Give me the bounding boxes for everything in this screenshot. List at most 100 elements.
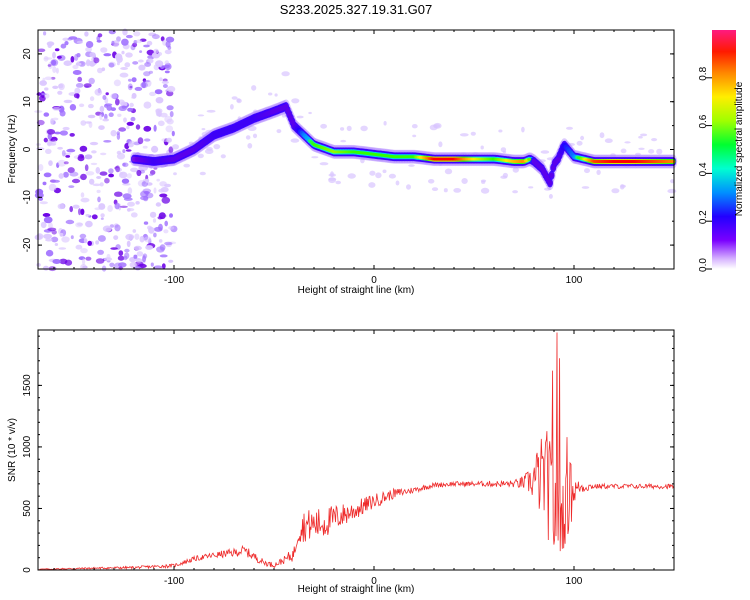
noise-speck	[521, 126, 525, 133]
noise-speck	[163, 64, 170, 69]
noise-speck	[95, 167, 101, 174]
noise-speck	[52, 51, 56, 59]
noise-speck	[670, 179, 675, 184]
noise-speck	[135, 124, 141, 130]
noise-speck	[51, 179, 60, 183]
noise-speck	[42, 213, 51, 217]
noise-speck	[624, 141, 631, 144]
noise-speck	[158, 239, 163, 243]
noise-speck	[153, 124, 157, 132]
noise-speck	[46, 129, 56, 135]
noise-speck	[97, 249, 104, 255]
noise-speck	[188, 141, 194, 145]
noise-speck	[168, 226, 175, 230]
noise-speck	[76, 40, 83, 44]
noise-speck	[72, 64, 79, 70]
noise-speck	[383, 121, 387, 126]
noise-speck	[276, 129, 282, 134]
noise-speck	[44, 87, 49, 91]
noise-speck	[97, 67, 103, 74]
noise-speck	[85, 47, 92, 52]
noise-speck	[108, 112, 114, 117]
noise-speck	[134, 86, 143, 91]
noise-speck	[127, 201, 135, 207]
noise-speck	[37, 48, 46, 53]
noise-speck	[79, 103, 85, 108]
noise-speck	[103, 140, 112, 143]
noise-speck	[429, 124, 438, 131]
ridge-peak	[527, 157, 532, 161]
noise-speck	[74, 53, 79, 61]
noise-speck	[92, 183, 101, 187]
noise-speck	[548, 194, 553, 199]
noise-speck	[120, 101, 128, 107]
noise-speck	[108, 173, 114, 178]
noise-speck	[173, 172, 177, 176]
noise-speck	[296, 115, 304, 119]
noise-speck	[103, 53, 112, 57]
noise-speck	[89, 141, 99, 146]
noise-speck	[127, 78, 132, 82]
noise-speck	[125, 34, 133, 39]
noise-speck	[50, 59, 59, 67]
noise-speck	[110, 130, 117, 137]
noise-speck	[635, 152, 641, 156]
noise-speck	[137, 137, 144, 145]
noise-speck	[197, 114, 205, 117]
noise-speck	[72, 70, 82, 75]
noise-speck	[100, 217, 104, 220]
noise-speck	[619, 184, 625, 190]
spectrogram-ylabel: Frequency (Hz)	[7, 115, 18, 184]
noise-speck	[121, 38, 129, 46]
ridge-core	[547, 180, 553, 186]
noise-speck	[369, 170, 376, 176]
noise-speck	[290, 138, 300, 143]
noise-speck	[140, 196, 149, 201]
noise-speck	[122, 193, 132, 199]
noise-speck	[99, 171, 108, 176]
noise-speck	[44, 57, 53, 60]
noise-speck	[91, 150, 97, 154]
noise-speck	[97, 235, 106, 242]
noise-speck	[638, 135, 643, 139]
noise-speck	[157, 120, 165, 127]
colorbar-tick-label: 0.8	[698, 66, 709, 80]
spectrogram-ridge	[130, 99, 678, 190]
noise-speck	[99, 105, 105, 113]
noise-speck	[98, 203, 106, 210]
noise-speck	[599, 132, 605, 139]
ridge-core	[555, 156, 561, 162]
noise-speck	[62, 126, 70, 131]
noise-speck	[150, 262, 154, 267]
noise-speck	[161, 196, 171, 204]
ridge-core	[550, 165, 556, 171]
noise-speck	[122, 162, 129, 168]
noise-speck	[74, 87, 81, 95]
noise-speck	[171, 130, 175, 137]
noise-speck	[274, 93, 278, 97]
noise-speck	[52, 259, 61, 264]
noise-speck	[120, 67, 128, 70]
noise-speck	[126, 240, 131, 247]
noise-speck	[252, 133, 258, 139]
noise-speck	[480, 145, 484, 150]
noise-speck	[146, 40, 153, 46]
noise-speck	[60, 43, 67, 49]
noise-speck	[134, 266, 142, 271]
noise-speck	[133, 31, 141, 37]
noise-speck	[199, 171, 206, 176]
noise-speck	[147, 58, 154, 64]
noise-speck	[143, 71, 151, 77]
noise-speck	[335, 180, 342, 185]
noise-speck	[116, 152, 126, 160]
noise-speck	[140, 82, 148, 89]
noise-speck	[443, 188, 448, 193]
noise-speck	[164, 70, 170, 74]
noise-speck	[311, 156, 319, 159]
noise-speck	[156, 113, 161, 117]
noise-speck	[118, 262, 127, 268]
noise-speck	[620, 148, 627, 154]
